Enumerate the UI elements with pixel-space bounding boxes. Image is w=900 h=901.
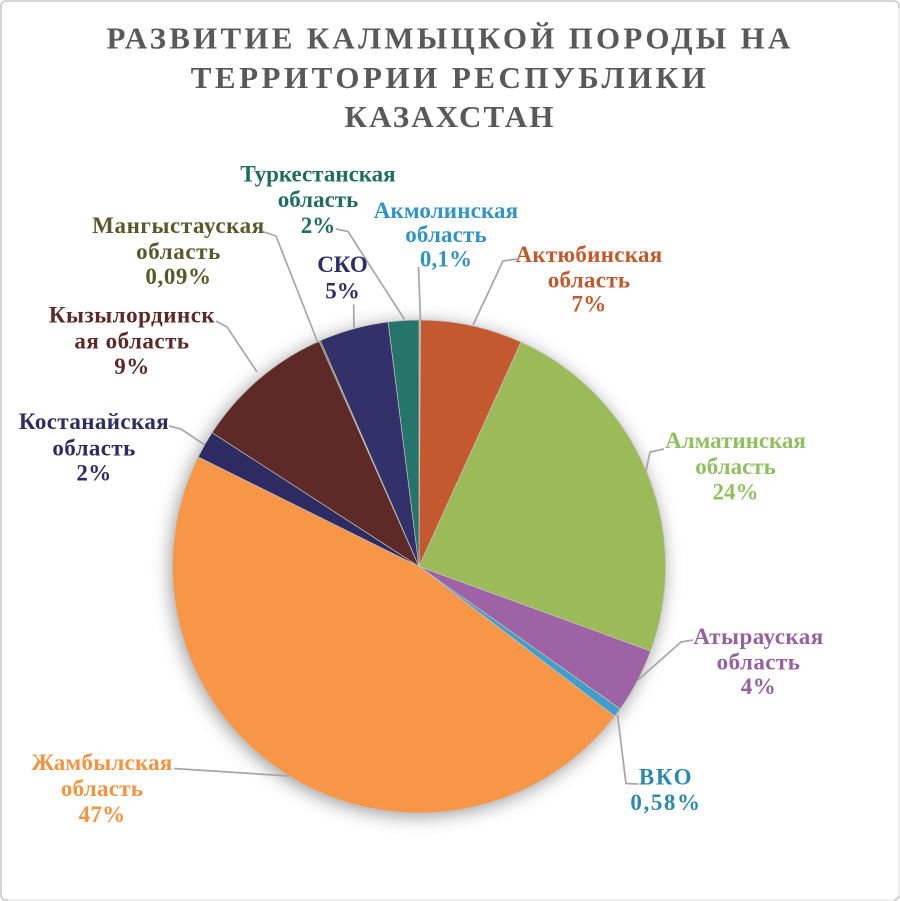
svg-text:Костанайская: Костанайская [19,409,169,434]
svg-text:РАЗВИТИЕ КАЛМЫЦКОЙ ПОРОДЫ НА: РАЗВИТИЕ КАЛМЫЦКОЙ ПОРОДЫ НА [107,20,794,55]
svg-text:область: область [405,222,487,247]
svg-text:47%: 47% [79,802,126,827]
svg-text:Жамбылская: Жамбылская [31,750,172,775]
svg-text:область: область [278,187,359,212]
svg-text:область: область [61,776,143,801]
svg-text:0,1%: 0,1% [420,247,472,272]
svg-text:область: область [548,268,631,293]
svg-text:0,58%: 0,58% [630,790,701,815]
svg-text:2%: 2% [301,213,336,238]
svg-text:Мангыстауская: Мангыстауская [92,213,265,238]
svg-text:область: область [52,436,135,461]
svg-text:Кызылординск: Кызылординск [49,303,216,328]
svg-text:24%: 24% [713,480,759,505]
svg-text:5%: 5% [325,279,360,304]
svg-text:область: область [136,239,221,264]
svg-text:4%: 4% [741,674,776,699]
svg-text:ТЕРРИТОРИИ РЕСПУБЛИКИ: ТЕРРИТОРИИ РЕСПУБЛИКИ [191,60,710,95]
svg-text:Акмолинская: Акмолинская [374,198,519,223]
svg-text:Атырауская: Атырауская [693,624,823,649]
svg-text:КАЗАХСТАН: КАЗАХСТАН [345,99,556,134]
svg-text:область: область [695,454,776,479]
svg-text:Алматинская: Алматинская [665,428,806,453]
svg-text:2%: 2% [76,461,111,486]
svg-text:ВКО: ВКО [639,765,693,790]
svg-text:область: область [717,650,801,675]
svg-text:0,09%: 0,09% [145,264,211,289]
svg-text:ая область: ая область [74,329,189,354]
svg-text:7%: 7% [571,292,606,317]
svg-text:СКО: СКО [317,252,368,277]
svg-text:Актюбинская: Актюбинская [515,242,662,267]
svg-text:9%: 9% [114,354,150,379]
svg-text:Туркестанская: Туркестанская [240,162,395,187]
